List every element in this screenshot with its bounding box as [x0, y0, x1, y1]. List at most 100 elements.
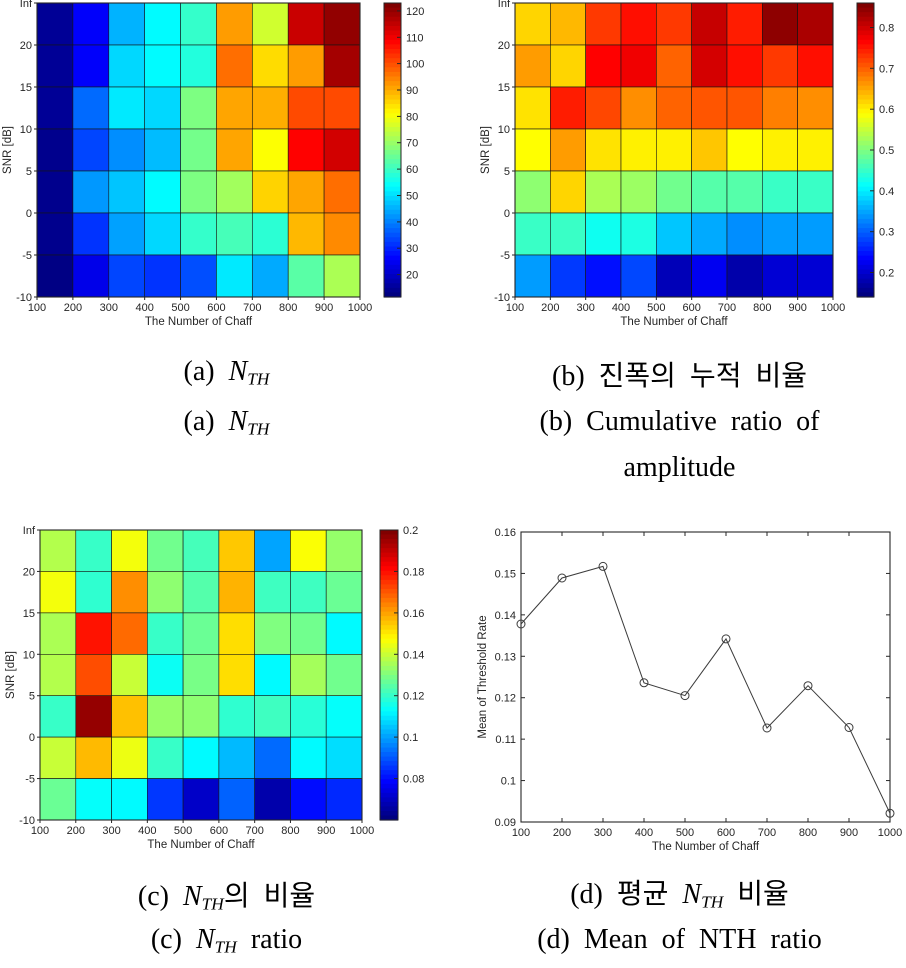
- heatmap-cell: [323, 86, 361, 130]
- heatmap-cell: [182, 736, 220, 779]
- heatmap-cell: [585, 254, 622, 298]
- heatmap-cell: [726, 44, 763, 88]
- heatmap-cell: [108, 2, 145, 46]
- x-tick-label: 1000: [348, 302, 372, 314]
- heatmap-cell: [216, 128, 253, 172]
- heatmap-cell: [216, 86, 253, 130]
- caption-b-english-line1: (b) Cumulative ratio of: [539, 406, 820, 437]
- heatmap-cell: [726, 212, 763, 256]
- heatmap-cell: [585, 2, 622, 46]
- heatmap-cell: [72, 254, 110, 298]
- x-tick-label: 300: [100, 302, 118, 314]
- heatmap-cell: [761, 86, 798, 130]
- heatmap-cell: [39, 778, 77, 821]
- heatmap-cell: [323, 2, 361, 46]
- heatmap-cell: [620, 2, 657, 46]
- line-chart-canvas: 100 200 300 400 500 600 700 800 900 1000 0.09 0.1 0.…: [477, 527, 902, 853]
- heatmap-cell: [252, 44, 289, 88]
- x-tick-label: 500: [174, 825, 192, 837]
- colorbar: [379, 529, 399, 821]
- y-axis-label: SNR [dB]: [2, 126, 14, 174]
- heatmap-cell: [252, 86, 289, 130]
- data-point-marker: [844, 723, 854, 732]
- y-tick-label: -5: [25, 774, 35, 786]
- heatmap-cell: [797, 2, 834, 46]
- heatmap-cell: [218, 571, 255, 614]
- heatmap-cell: [180, 128, 217, 172]
- heatmap-cell: [797, 128, 834, 172]
- colorbar-tick-label: 0.18: [403, 566, 424, 578]
- heatmap-cell: [287, 86, 325, 130]
- heatmap-cell: [36, 44, 74, 88]
- colorbar-tick-label: 0.8: [879, 23, 894, 35]
- caption-d-korean: (d) 평균 NTH 비율: [570, 879, 789, 912]
- y-tick-label: 0.16: [495, 527, 516, 539]
- heatmap-cell: [72, 44, 110, 88]
- data-line: [520, 565, 891, 814]
- heatmap-cell: [726, 170, 763, 214]
- heatmap-cell: [514, 170, 551, 214]
- colorbar-tick-label: 0.5: [879, 145, 894, 157]
- heatmap-cell: [111, 778, 148, 821]
- x-tick-label: 400: [135, 302, 153, 314]
- heatmap-cell: [656, 254, 692, 298]
- heatmap-cell: [287, 254, 325, 298]
- x-tick-label: 900: [315, 302, 333, 314]
- heatmap-cell: [290, 778, 327, 821]
- heatmap-cell: [144, 44, 181, 88]
- y-tick-label: 0.09: [495, 817, 516, 829]
- y-tick-label: 10: [20, 124, 32, 136]
- heatmap-cell: [325, 778, 363, 821]
- x-tick-label: 700: [718, 302, 736, 314]
- heatmap-cell: [585, 128, 622, 172]
- heatmap-cell: [216, 44, 253, 88]
- heatmap-cell: [144, 128, 181, 172]
- x-tick-label: 800: [279, 302, 297, 314]
- caption-a-korean: (a) NTH: [183, 356, 270, 389]
- heatmap-cell: [108, 170, 145, 214]
- data-point-marker: [639, 678, 649, 688]
- heatmap-cell: [550, 170, 586, 214]
- y-axis-label: SNR [dB]: [5, 651, 17, 699]
- colorbar-tick-label: 60: [406, 164, 418, 176]
- y-tick-label: 10: [23, 649, 35, 661]
- y-tick-label: 0: [504, 208, 510, 220]
- heatmap-cell: [144, 2, 181, 46]
- heatmap-cell: [182, 695, 220, 738]
- heatmap-cell: [514, 128, 551, 172]
- colorbar-tick-label: 110: [406, 32, 424, 44]
- x-tick-label: 500: [647, 302, 665, 314]
- x-tick-label: 600: [682, 302, 700, 314]
- heatmap-cell: [761, 212, 798, 256]
- axes-frame: [39, 529, 363, 821]
- colorbar-tick-label: 20: [406, 270, 418, 282]
- x-tick-label: 300: [102, 825, 120, 837]
- heatmap-cell: [726, 86, 763, 130]
- heatmap-cell: [761, 44, 798, 88]
- y-tick-label: -5: [22, 250, 32, 262]
- heatmap-cell: [656, 86, 692, 130]
- heatmap-cell: [147, 654, 184, 697]
- heatmap-cell: [797, 170, 834, 214]
- heatmap-cell: [75, 571, 112, 614]
- heatmap-cell: [290, 736, 327, 779]
- heatmap-cell: [325, 654, 363, 697]
- heatmap-cell: [36, 254, 74, 298]
- heatmap-cell: [290, 695, 327, 738]
- heatmap-cell: [323, 170, 361, 214]
- heatmap-cell: [218, 736, 255, 779]
- heatmap-cell: [287, 44, 325, 88]
- heatmap-cell: [656, 2, 692, 46]
- heatmap-cell: [287, 170, 325, 214]
- heatmap-cell: [180, 86, 217, 130]
- heatmap-cell: [797, 254, 834, 298]
- x-tick-label: 200: [553, 827, 571, 839]
- heatmap-cell: [585, 86, 622, 130]
- heatmap-cell: [252, 254, 289, 298]
- y-tick-label: 0.14: [495, 610, 516, 622]
- heatmap-cell: [325, 695, 363, 738]
- x-axis-label: The Number of Chaff: [620, 316, 728, 328]
- heatmap-cell: [726, 128, 763, 172]
- heatmap-cell: [797, 212, 834, 256]
